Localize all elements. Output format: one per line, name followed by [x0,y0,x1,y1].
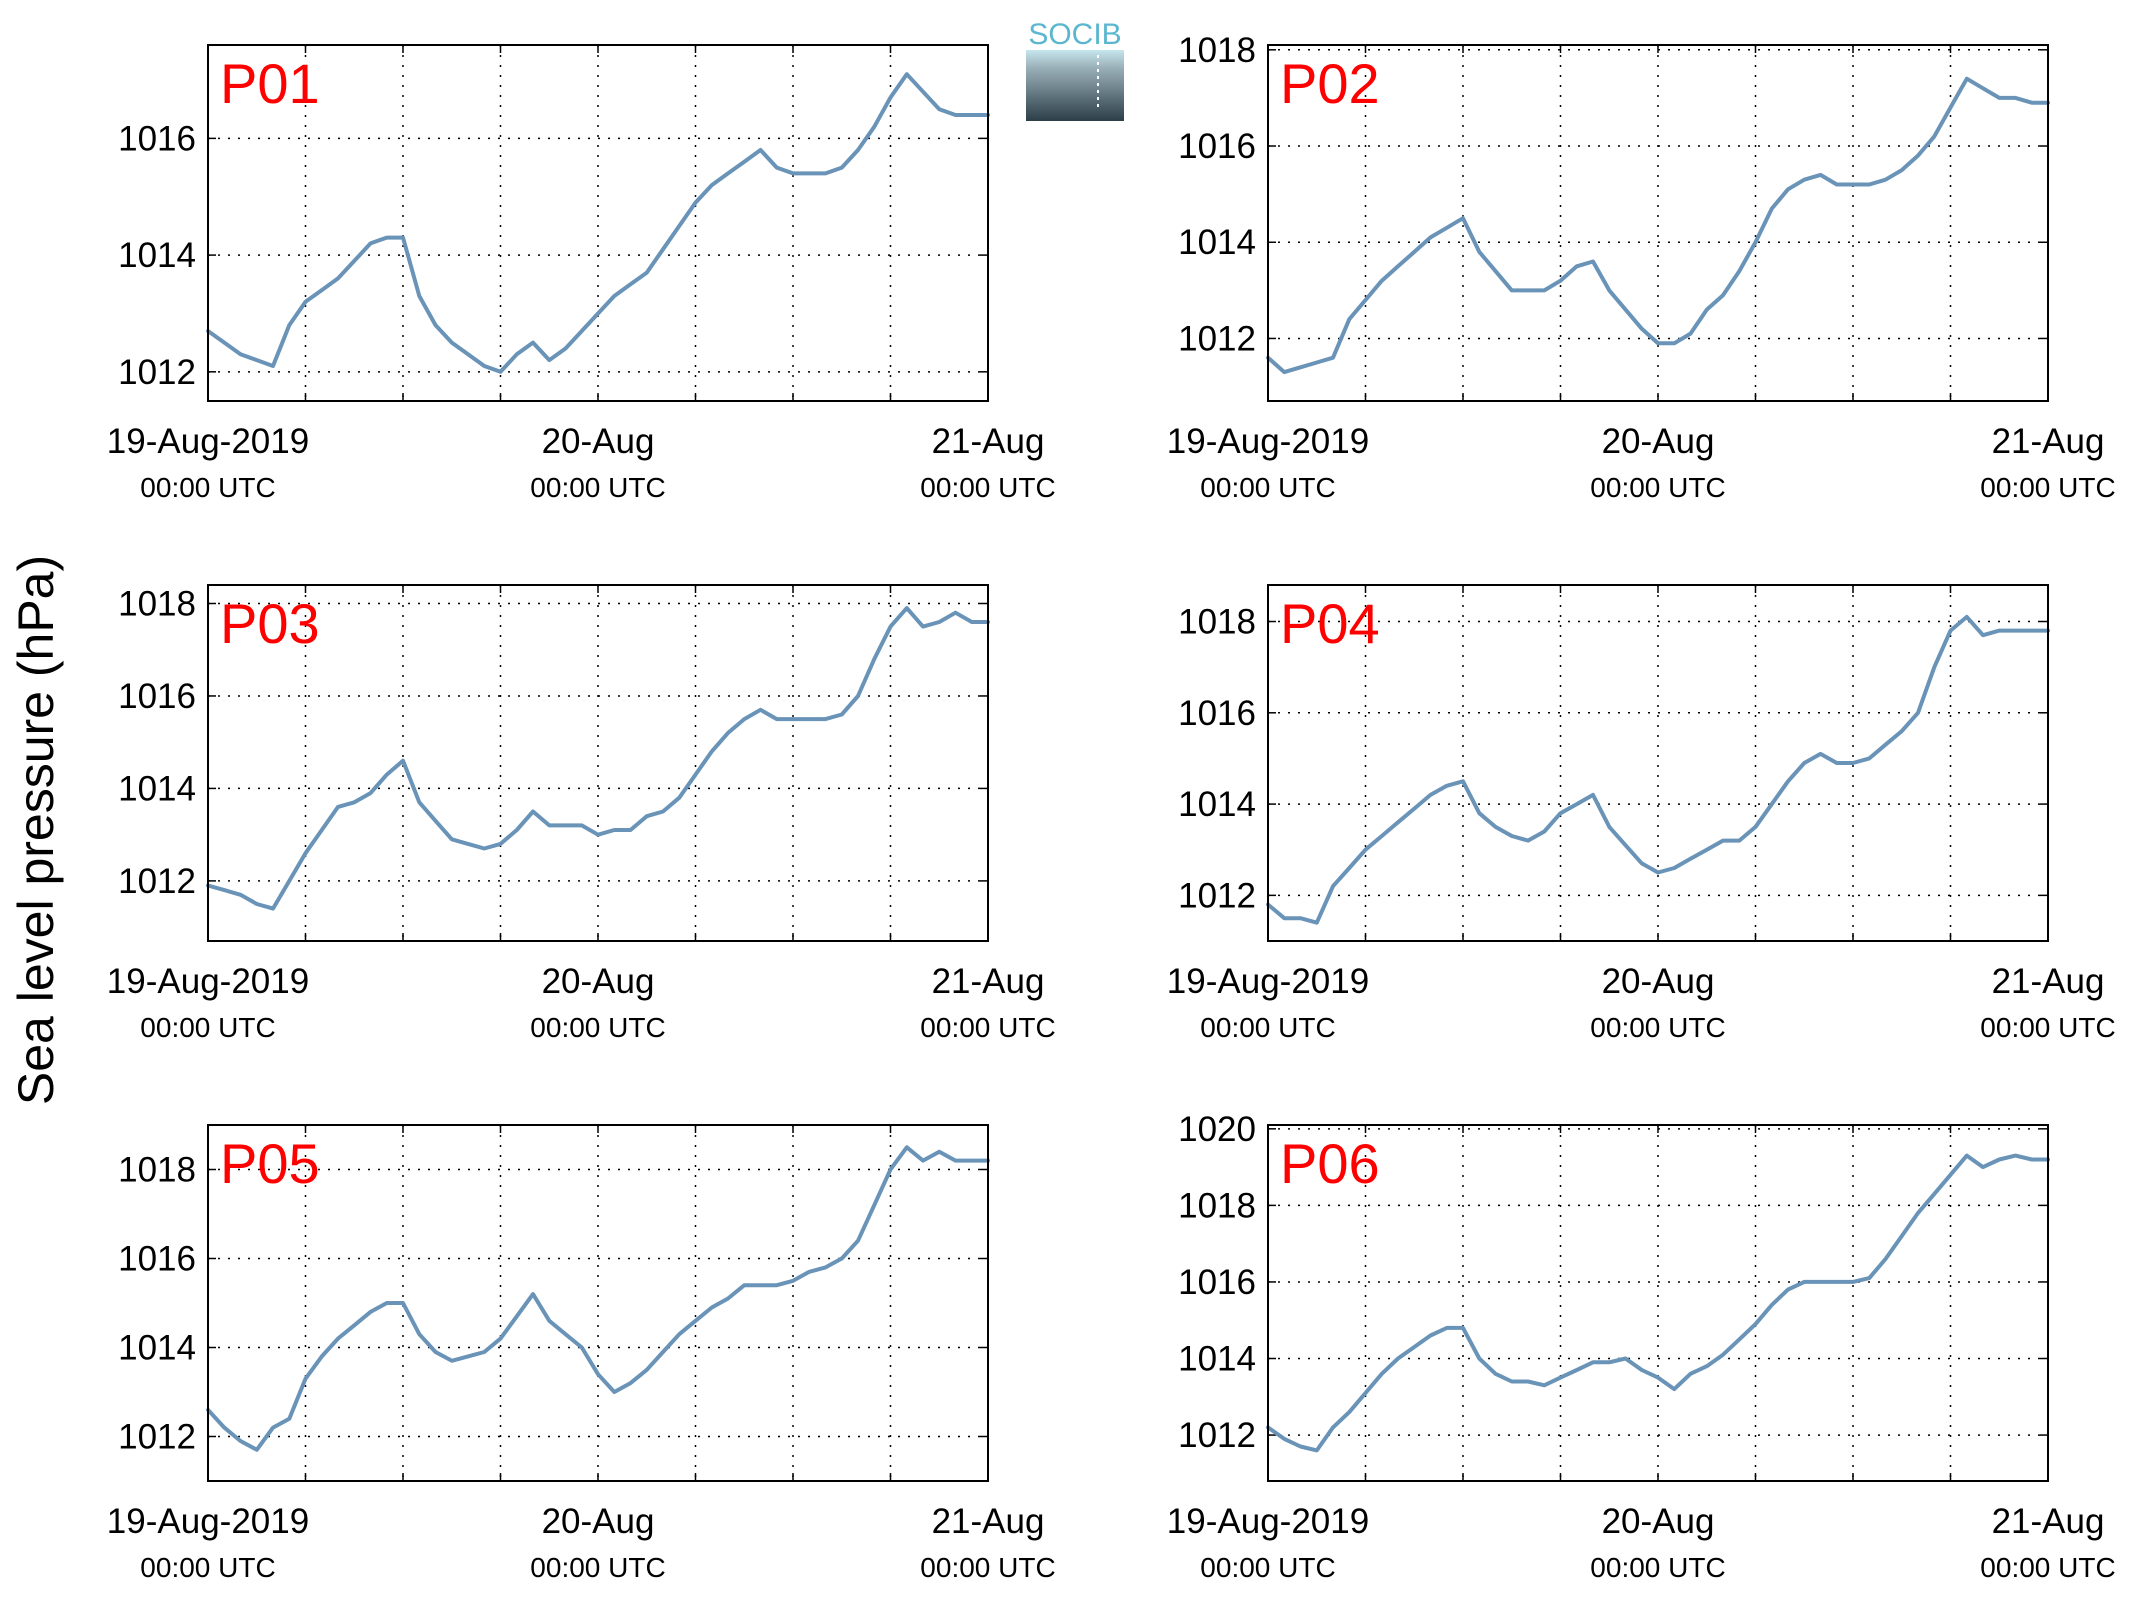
panel-title: P05 [220,1132,320,1195]
x-tick-date-label: 19-Aug-2019 [1167,962,1369,1001]
x-tick-date-label: 21-Aug [1992,962,2105,1001]
x-tick-date-label: 20-Aug [1602,962,1715,1001]
x-tick-time-label: 00:00 UTC [1200,1012,1335,1043]
panel-p04: 1012 1014 1016 1018 P04 19-Aug-2019 00:00 UTC 2… [1167,584,2116,1043]
x-tick-time-label: 00:00 UTC [530,1012,665,1043]
x-tick-time-label: 00:00 UTC [1980,1552,2115,1583]
y-tick-label: 1012 [118,862,196,901]
x-tick-date-label: 19-Aug-2019 [1167,422,1369,461]
x-tick-time-label: 00:00 UTC [920,1552,1055,1583]
pressure-series-line [1266,76,2050,375]
x-tick-time-label: 00:00 UTC [1200,1552,1335,1583]
x-tick-time-label: 00:00 UTC [1980,1012,2115,1043]
x-tick-date-label: 20-Aug [542,422,655,461]
y-tick-label: 1018 [118,1151,196,1190]
y-tick-label: 1012 [1178,319,1256,358]
y-tick-label: 1012 [1178,876,1256,915]
y-tick-label: 1018 [118,584,196,623]
y-tick-label: 1014 [118,1329,196,1368]
y-tick-label: 1016 [118,1240,196,1279]
y-tick-label: 1016 [118,119,196,158]
x-tick-date-label: 19-Aug-2019 [107,962,309,1001]
x-tick-date-label: 21-Aug [932,962,1045,1001]
y-tick-label: 1014 [118,769,196,808]
y-tick-label: 1018 [1178,1186,1256,1225]
axes-frame [1267,1124,2049,1482]
x-tick-date-label: 21-Aug [932,1502,1045,1541]
y-tick-label: 1012 [118,1418,196,1457]
axes-frame [207,1124,989,1482]
x-tick-time-label: 00:00 UTC [1980,472,2115,503]
panel-p03: 1012 1014 1016 1018 P03 19-Aug-2019 00:00 UTC 2… [107,584,1056,1043]
x-tick-date-label: 20-Aug [1602,422,1715,461]
y-tick-label: 1012 [1178,1416,1256,1455]
x-tick-date-label: 20-Aug [1602,1502,1715,1541]
panel-title: P02 [1280,52,1380,115]
panel-title: P06 [1280,1132,1380,1195]
x-tick-date-label: 21-Aug [1992,1502,2105,1541]
x-tick-time-label: 00:00 UTC [1590,472,1725,503]
logo-text: SOCIB [1028,18,1121,51]
y-tick-label: 1012 [118,353,196,392]
y-tick-label: 1020 [1178,1110,1256,1149]
panel-title: P03 [220,592,320,655]
socib-logo: SOCIB [1026,18,1124,121]
x-tick-date-label: 21-Aug [932,422,1045,461]
x-tick-time-label: 00:00 UTC [1590,1552,1725,1583]
x-tick-date-label: 19-Aug-2019 [107,1502,309,1541]
x-tick-time-label: 00:00 UTC [530,472,665,503]
x-tick-time-label: 00:00 UTC [140,1552,275,1583]
x-tick-date-label: 19-Aug-2019 [1167,1502,1369,1541]
x-tick-time-label: 00:00 UTC [530,1552,665,1583]
y-tick-label: 1016 [118,677,196,716]
pressure-series-line [1266,614,2050,925]
y-tick-label: 1018 [1178,31,1256,70]
panel-title: P01 [220,52,320,115]
y-tick-label: 1018 [1178,603,1256,642]
pressure-series-line [206,1145,990,1452]
panel-title: P04 [1280,592,1380,655]
x-tick-date-label: 20-Aug [542,1502,655,1541]
y-tick-label: 1014 [118,236,196,275]
panel-p05: 1012 1014 1016 1018 P05 19-Aug-2019 00:00 UTC 2… [107,1124,1056,1583]
x-tick-time-label: 00:00 UTC [920,1012,1055,1043]
x-tick-time-label: 00:00 UTC [920,472,1055,503]
x-tick-date-label: 21-Aug [1992,422,2105,461]
panel-grid: 1012 1014 1016 P01 19-Aug-2019 00:00 UTC 20-Au… [107,31,2116,1583]
panel-p02: 1012 1014 1016 1018 P02 19-Aug-2019 00:00 UTC 2… [1167,31,2116,503]
y-axis-label: Sea level pressure (hPa) [8,555,64,1105]
axes-frame [1267,44,2049,402]
y-tick-label: 1016 [1178,127,1256,166]
axes-frame [207,584,989,942]
x-tick-time-label: 00:00 UTC [1590,1012,1725,1043]
y-tick-label: 1014 [1178,1340,1256,1379]
x-tick-time-label: 00:00 UTC [140,472,275,503]
pressure-series-line [1266,1153,2050,1453]
pressure-series-line [206,72,990,374]
panel-p01: 1012 1014 1016 P01 19-Aug-2019 00:00 UTC 20-Au… [107,44,1056,503]
y-tick-label: 1016 [1178,1263,1256,1302]
axes-frame [207,44,989,402]
y-tick-label: 1014 [1178,223,1256,262]
x-tick-time-label: 00:00 UTC [140,1012,275,1043]
axes-frame [1267,584,2049,942]
panel-p06: 1012 1014 1016 1018 1020 P06 19-Aug-2019 00:00 … [1167,1110,2116,1583]
y-tick-label: 1016 [1178,694,1256,733]
y-tick-label: 1014 [1178,785,1256,824]
x-tick-date-label: 19-Aug-2019 [107,422,309,461]
pressure-series-line [206,606,990,911]
x-tick-date-label: 20-Aug [542,962,655,1001]
x-tick-time-label: 00:00 UTC [1200,472,1335,503]
